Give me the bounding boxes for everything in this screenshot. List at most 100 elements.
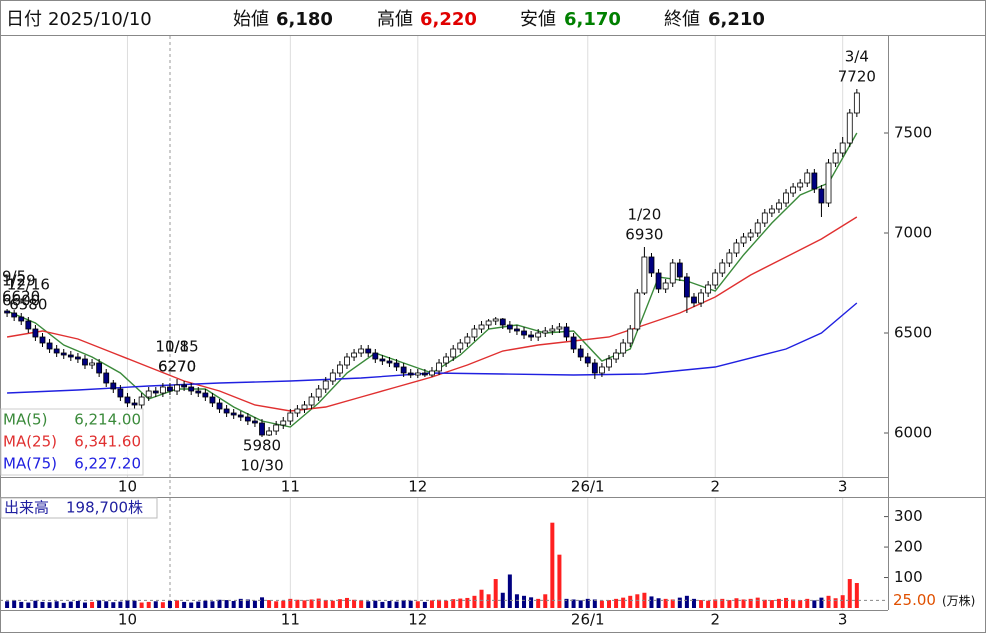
- header-value: 6,220: [420, 9, 477, 30]
- header-label: 日付: [6, 9, 42, 30]
- volume-bar: [741, 599, 746, 608]
- volume-bar: [61, 602, 66, 608]
- volume-bar: [663, 598, 668, 608]
- candle-body: [159, 386, 166, 394]
- volume-bar: [295, 599, 300, 608]
- candle-body: [195, 390, 202, 394]
- volume-bar: [444, 600, 449, 608]
- volume-bar: [422, 601, 427, 608]
- volume-bar: [309, 599, 314, 608]
- annotation-date: 1/20: [628, 206, 662, 224]
- volume-bar: [26, 602, 31, 608]
- volume-bar: [288, 598, 293, 608]
- volume-bar: [90, 601, 95, 608]
- volume-bar: [182, 601, 187, 608]
- volume-bar: [344, 597, 349, 608]
- candle-body: [4, 310, 10, 314]
- candle-body: [351, 352, 357, 358]
- x-tick-label: 3: [838, 611, 848, 629]
- volume-bar: [628, 595, 633, 608]
- candle-body: [25, 320, 32, 330]
- volume-bar: [5, 601, 10, 608]
- volume-bar: [75, 600, 80, 608]
- candle-body: [570, 336, 577, 350]
- candle-body: [535, 332, 542, 338]
- candle-body: [627, 328, 634, 344]
- volume-bar: [769, 600, 774, 608]
- plot: 10 11 12 26/1 2 3 6000 6500 7000 7500 9/5 6620 10/15…: [0, 36, 975, 629]
- y-tick-label: 6500: [894, 324, 932, 342]
- volume-title-value: 198,700株: [66, 499, 143, 517]
- volume-bar: [238, 598, 243, 608]
- candle-body: [436, 362, 442, 372]
- candle-body: [719, 262, 726, 274]
- volume-bar: [840, 595, 845, 608]
- legend-name: MA(25): [3, 433, 57, 451]
- volume-bar: [571, 599, 576, 608]
- volume-bar: [281, 600, 286, 608]
- candle-body: [514, 328, 520, 332]
- volume-bar: [104, 601, 109, 608]
- annotation-value: 6620: [2, 288, 40, 306]
- candle-body: [138, 396, 145, 406]
- candle-body: [521, 330, 527, 336]
- candle-body: [230, 412, 237, 416]
- volume-bar: [564, 598, 569, 608]
- volume-bar: [755, 597, 760, 608]
- candle-body: [698, 292, 704, 304]
- volume-bar: [394, 601, 399, 608]
- volume-bar: [437, 599, 442, 608]
- annotation-value: 6580: [9, 296, 47, 314]
- candle-body: [337, 364, 343, 374]
- x-tick-label: 2: [710, 478, 720, 496]
- candle-body: [846, 112, 853, 144]
- candle-body: [584, 356, 591, 364]
- volume-bar: [536, 598, 541, 608]
- candle-body: [811, 172, 818, 190]
- volume-bar: [713, 599, 718, 608]
- candle-body: [825, 162, 832, 204]
- candle-body: [790, 186, 797, 194]
- candle-body: [188, 386, 195, 392]
- volume-bar: [429, 600, 434, 608]
- candle-body: [252, 420, 258, 424]
- candle-body: [315, 388, 322, 398]
- candle-body: [754, 222, 761, 234]
- volume-bar: [68, 601, 73, 608]
- legend-value: 6,214.00: [74, 411, 141, 429]
- candle-body: [478, 324, 485, 330]
- volume-bar: [614, 598, 619, 608]
- candle-body: [386, 360, 393, 364]
- x-tick-label: 26/1: [571, 478, 605, 496]
- candle-body: [549, 328, 556, 332]
- annotation-value: 7720: [838, 68, 876, 86]
- candle-body: [712, 272, 719, 286]
- legend-name: MA(75): [3, 455, 57, 473]
- candle-body: [499, 318, 506, 326]
- y-tick-label: 7000: [894, 224, 932, 242]
- candle-body: [528, 334, 535, 338]
- volume-bar: [153, 601, 158, 608]
- volume-bar: [706, 600, 711, 608]
- candle-body: [358, 348, 365, 354]
- candle-body: [414, 372, 421, 376]
- volume-bar: [847, 579, 852, 608]
- volume-bar: [507, 574, 512, 608]
- volume-bar: [826, 595, 831, 608]
- volume-bar: [302, 600, 307, 608]
- candle-body: [683, 276, 690, 298]
- candle-body: [329, 372, 336, 382]
- candle-body: [492, 318, 499, 322]
- candle-body: [32, 328, 39, 338]
- candle-body: [216, 402, 223, 410]
- volume-bar: [196, 601, 201, 608]
- candle-body: [89, 362, 95, 366]
- volume-bar: [373, 600, 378, 608]
- candle-body: [181, 384, 188, 388]
- candle-body: [506, 324, 513, 330]
- candle-body: [244, 416, 251, 422]
- candle-body: [655, 272, 662, 290]
- volume-bar: [656, 598, 661, 608]
